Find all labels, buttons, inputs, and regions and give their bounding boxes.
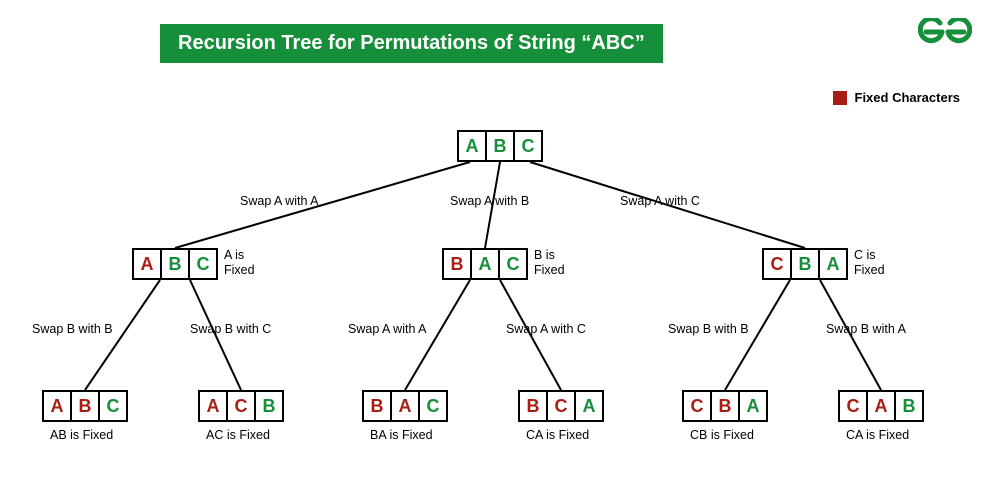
- cell: A: [574, 390, 604, 422]
- cell: B: [710, 390, 740, 422]
- bottom-label: CB is Fixed: [690, 428, 754, 442]
- cell: A: [818, 248, 848, 280]
- cell: A: [457, 130, 487, 162]
- node-leaf-0: A B C: [42, 390, 128, 422]
- node-leaf-2: B A C: [362, 390, 448, 422]
- cell: B: [362, 390, 392, 422]
- cell: B: [254, 390, 284, 422]
- cell: C: [513, 130, 543, 162]
- edge-label: Swap B with C: [190, 322, 271, 336]
- node-mid-2: C B A: [762, 248, 848, 280]
- cell: B: [485, 130, 515, 162]
- legend: Fixed Characters: [833, 90, 961, 105]
- cell: A: [42, 390, 72, 422]
- edge-label: Swap B with B: [668, 322, 749, 336]
- cell: B: [894, 390, 924, 422]
- bottom-label: AC is Fixed: [206, 428, 270, 442]
- edge-label: Swap A with A: [240, 194, 319, 208]
- cell: A: [132, 248, 162, 280]
- edge-label: Swap A with B: [450, 194, 529, 208]
- side-label: C isFixed: [854, 248, 885, 278]
- node-leaf-5: C A B: [838, 390, 924, 422]
- cell: C: [682, 390, 712, 422]
- cell: C: [498, 248, 528, 280]
- cell: A: [470, 248, 500, 280]
- side-label: B isFixed: [534, 248, 565, 278]
- legend-swatch-icon: [833, 91, 847, 105]
- cell: C: [226, 390, 256, 422]
- cell: C: [838, 390, 868, 422]
- cell: B: [160, 248, 190, 280]
- edge-label: Swap A with C: [620, 194, 700, 208]
- bottom-label: CA is Fixed: [526, 428, 589, 442]
- node-mid-0: A B C: [132, 248, 218, 280]
- cell: B: [518, 390, 548, 422]
- cell: A: [866, 390, 896, 422]
- bottom-label: BA is Fixed: [370, 428, 433, 442]
- cell: C: [546, 390, 576, 422]
- bottom-label: AB is Fixed: [50, 428, 113, 442]
- cell: A: [738, 390, 768, 422]
- node-mid-1: B A C: [442, 248, 528, 280]
- page-title: Recursion Tree for Permutations of Strin…: [160, 24, 663, 63]
- node-root: A B C: [457, 130, 543, 162]
- cell: C: [762, 248, 792, 280]
- cell: C: [188, 248, 218, 280]
- cell: A: [198, 390, 228, 422]
- cell: B: [790, 248, 820, 280]
- node-leaf-1: A C B: [198, 390, 284, 422]
- edge-label: Swap A with A: [348, 322, 427, 336]
- node-leaf-3: B C A: [518, 390, 604, 422]
- legend-label: Fixed Characters: [855, 90, 961, 105]
- cell: B: [70, 390, 100, 422]
- cell: C: [98, 390, 128, 422]
- side-label: A isFixed: [224, 248, 255, 278]
- edge-label: Swap A with C: [506, 322, 586, 336]
- cell: C: [418, 390, 448, 422]
- edge-label: Swap B with A: [826, 322, 906, 336]
- node-leaf-4: C B A: [682, 390, 768, 422]
- cell: A: [390, 390, 420, 422]
- cell: B: [442, 248, 472, 280]
- edge-label: Swap B with B: [32, 322, 113, 336]
- gfg-logo: [918, 18, 972, 51]
- bottom-label: CA is Fixed: [846, 428, 909, 442]
